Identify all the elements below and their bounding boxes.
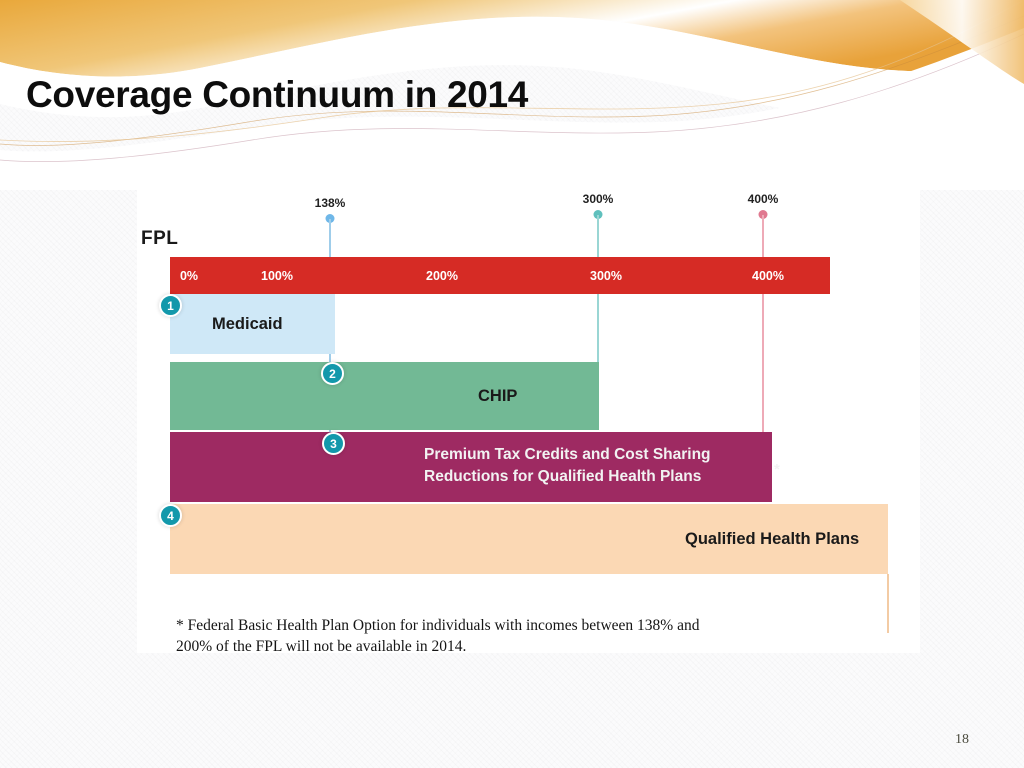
- marker-400-dot: [758, 210, 768, 219]
- marker-400-label: 400%: [747, 192, 779, 206]
- band-trailing-rule: [887, 574, 889, 633]
- marker-300-line: [597, 215, 599, 427]
- fpl-scale-bar: 0% 100% 200% 300% 400%: [170, 257, 830, 294]
- band-chip-label: CHIP: [478, 386, 518, 405]
- badge-1[interactable]: 1: [159, 294, 182, 317]
- badge-3[interactable]: 3: [322, 432, 345, 455]
- scale-tick-100: 100%: [261, 268, 293, 283]
- band-qualified-health-plans-label: Qualified Health Plans: [685, 529, 860, 548]
- marker-400-line: [762, 215, 764, 500]
- band-medicaid: Medicaid: [170, 294, 335, 354]
- marker-138-label: 138%: [314, 196, 346, 210]
- marker-300-label: 300%: [582, 192, 614, 206]
- scale-tick-0: 0%: [179, 268, 199, 283]
- footnote: * Federal Basic Health Plan Option for i…: [176, 617, 700, 655]
- marker-138-dot: [325, 214, 335, 223]
- badge-4[interactable]: 4: [159, 504, 182, 527]
- band-premium-tax-credits-footnote-marker: *: [774, 461, 780, 478]
- marker-300-dot: [593, 210, 603, 219]
- page-title: Coverage Continuum in 2014: [26, 74, 529, 115]
- band-premium-tax-credits: Premium Tax Credits and Cost Sharing Red…: [170, 432, 780, 502]
- band-premium-tax-credits-label: Premium Tax Credits and Cost Sharing Red…: [424, 446, 711, 485]
- band-chip: CHIP: [170, 362, 599, 430]
- fpl-axis-label: FPL: [141, 228, 179, 249]
- scale-tick-200: 200%: [426, 268, 458, 283]
- scale-tick-300: 300%: [590, 268, 622, 283]
- badge-2[interactable]: 2: [321, 362, 344, 385]
- scale-tick-400: 400%: [752, 268, 784, 283]
- band-qualified-health-plans: Qualified Health Plans: [170, 504, 888, 574]
- band-medicaid-label: Medicaid: [212, 314, 283, 333]
- page-number: 18: [955, 732, 969, 747]
- coverage-continuum-figure: FPL 138% 300% 400% 0% 100% 200% 300% 400…: [137, 183, 920, 653]
